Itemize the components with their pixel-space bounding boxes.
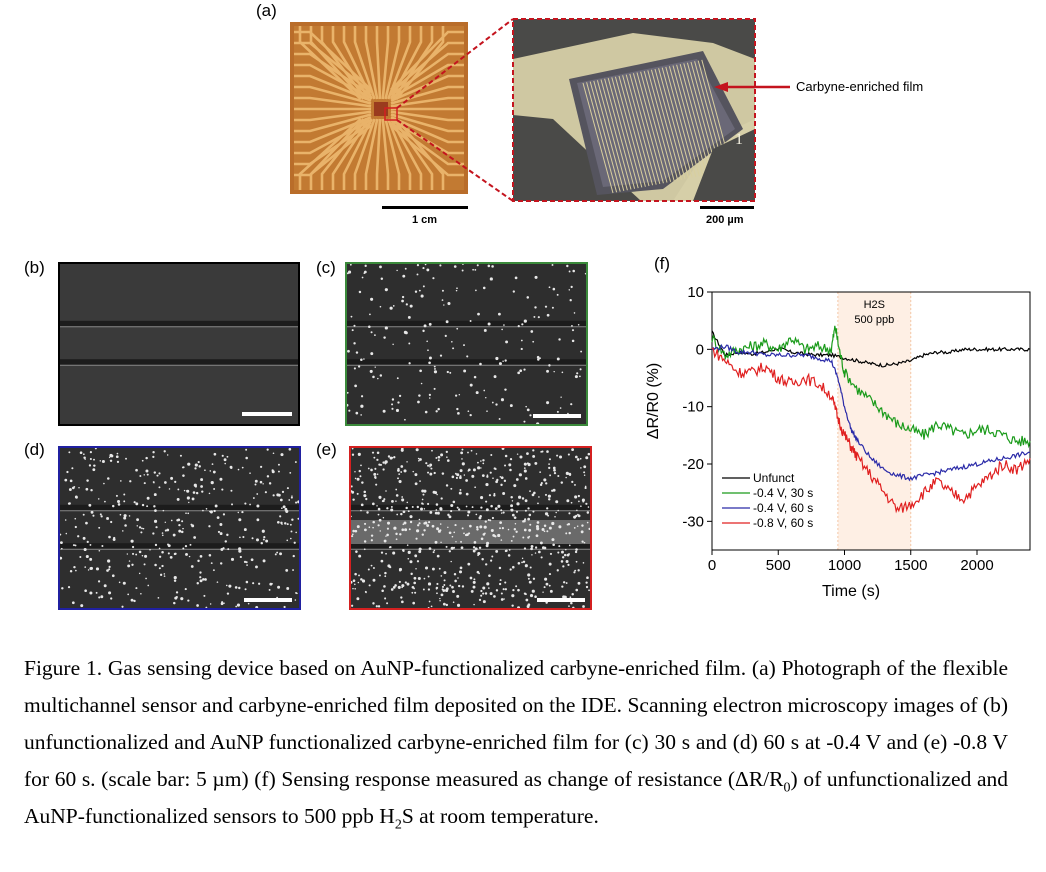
sem-texture (60, 448, 299, 608)
y-axis-label: ΔR/R0 (%) (645, 363, 662, 439)
panel-label-a: (a) (256, 1, 277, 20)
scale-label-1cm: 1 cm (412, 214, 438, 226)
film-annotation: Carbyne-enriched film (796, 79, 924, 94)
sem-scale-bar (533, 414, 581, 418)
panel-label-d: (d) (24, 440, 45, 459)
x-tick-label: 500 (766, 557, 791, 574)
sem-scale-bar (244, 598, 292, 602)
series-line (711, 343, 1031, 482)
legend-label: -0.4 V, 30 s (753, 486, 813, 500)
gas-label: H2S (864, 299, 885, 311)
panel-label-b: (b) (24, 258, 45, 277)
sem-scale-bar (242, 412, 292, 416)
sem-texture (351, 448, 590, 608)
sem-texture (60, 320, 298, 366)
caption-sub-2: 2 (394, 817, 402, 833)
sem-scale-bar (537, 598, 585, 602)
series-line (711, 330, 1031, 368)
caption-text-2: ) of unfunctionalized and AuNP-functiona… (24, 767, 1008, 828)
microscope-image: 1 (513, 19, 755, 201)
scale-bar-1cm (382, 206, 468, 209)
y-tick-label: -10 (682, 399, 704, 416)
sensor-photo (290, 22, 468, 194)
sem-image-30s (345, 262, 588, 426)
x-tick-label: 0 (708, 557, 716, 574)
sem-texture (347, 264, 586, 424)
zoom-lines (396, 18, 790, 202)
y-tick-label: 0 (696, 341, 704, 358)
sem-image-60s (58, 446, 301, 610)
plot-frame (711, 291, 1031, 551)
caption-sub-1: 0 (783, 780, 791, 796)
concentration-label: 500 ppb (854, 314, 894, 326)
legend-label: -0.8 V, 60 s (753, 516, 813, 530)
caption-text-1: Figure 1. Gas sensing device based on Au… (24, 656, 1008, 791)
y-tick-label: 10 (687, 284, 704, 301)
scale-bar-200um (700, 206, 754, 209)
x-tick-label: 1000 (828, 557, 861, 574)
x-axis-label: Time (s) (822, 583, 880, 600)
sensing-response-chart: H2S 500 ppb 0 500 1000 1500 2000 10 0 -10 -20 -30 Ti… (645, 284, 1031, 600)
legend-label: Unfunct (753, 471, 795, 485)
x-tick-label: 2000 (960, 557, 993, 574)
inset-border (512, 18, 756, 202)
series-line (711, 347, 1031, 514)
panel-label-f: (f) (654, 254, 671, 273)
y-tick-label: -20 (682, 456, 704, 473)
y-tick-label: -30 (682, 513, 704, 530)
figure-1: (a) 1 Carbyne-enriched film (24, 1, 1031, 610)
sensor-photo-graphic (290, 22, 468, 194)
exposure-window (837, 292, 911, 550)
sem-image-unfunctionalized (58, 262, 300, 426)
channel-number: 1 (735, 131, 743, 148)
sem-image-08V (349, 446, 592, 610)
figure-caption: Figure 1. Gas sensing device based on Au… (24, 650, 1008, 835)
legend-label: -0.4 V, 60 s (753, 501, 813, 515)
panel-label-c: (c) (316, 258, 336, 277)
caption-text-3: S at room temperature. (401, 804, 599, 828)
scale-label-200um: 200 µm (706, 214, 744, 226)
x-tick-label: 1500 (894, 557, 927, 574)
microscope-graphic: 1 (513, 19, 755, 201)
panel-label-e: (e) (316, 440, 337, 459)
series-line (711, 325, 1031, 449)
